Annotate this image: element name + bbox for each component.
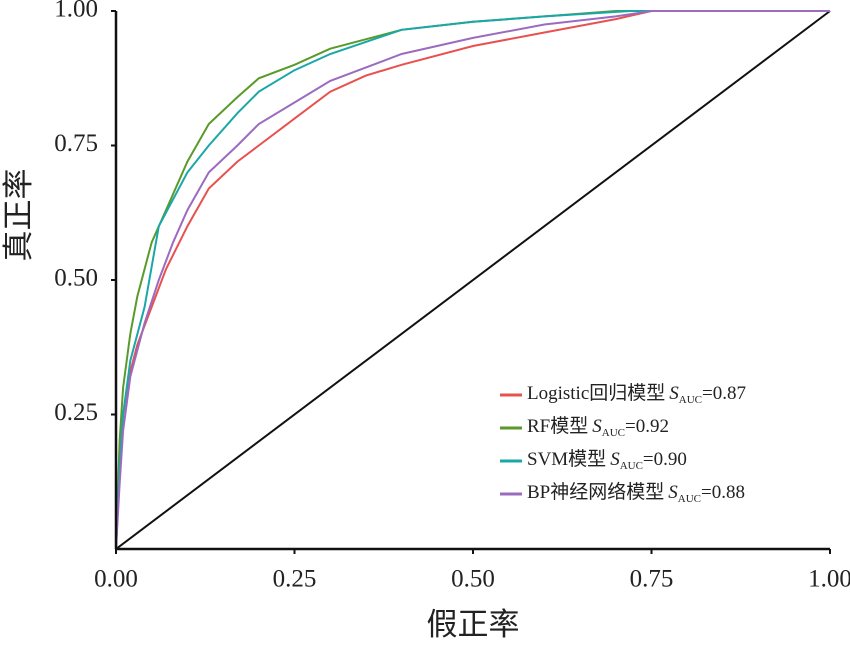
auc-symbol: S [669, 383, 679, 404]
y-tick-label: 0.50 [54, 265, 98, 292]
y-tick-label: 0.75 [54, 130, 98, 157]
y-tick-label: 1.00 [54, 0, 98, 23]
x-axis-label: 假正率 [427, 607, 520, 642]
legend-name: RF模型 [527, 415, 588, 437]
auc-value: =0.92 [625, 416, 669, 437]
auc-symbol: S [668, 482, 678, 503]
legend-name: BP神经网络模型 [527, 481, 664, 503]
legend-label: SVM模型 SAUC=0.90 [527, 448, 687, 471]
roc-curve [115, 10, 830, 550]
legend-name: Logistic回归模型 [527, 382, 665, 404]
x-tick-label: 0.00 [94, 566, 138, 593]
reference-diagonal [115, 10, 831, 550]
y-tick-label: 0.25 [54, 399, 98, 426]
y-axis-label: 真正率 [1, 169, 36, 262]
auc-subscript: AUC [679, 394, 702, 406]
legend-label: Logistic回归模型 SAUC=0.87 [527, 382, 746, 405]
auc-symbol: S [592, 416, 602, 437]
auc-subscript: AUC [602, 427, 625, 439]
x-tick-label: 0.50 [451, 566, 495, 593]
auc-symbol: S [610, 449, 620, 470]
auc-value: =0.88 [701, 482, 745, 503]
x-tick-label: 0.25 [273, 566, 317, 593]
x-tick-label: 0.75 [630, 566, 674, 593]
auc-value: =0.87 [702, 383, 746, 404]
legend-name: SVM模型 [527, 448, 606, 470]
auc-value: =0.90 [643, 449, 687, 470]
auc-subscript: AUC [620, 460, 643, 472]
legend-label: BP神经网络模型 SAUC=0.88 [527, 481, 745, 504]
auc-subscript: AUC [678, 493, 701, 505]
roc-curve [115, 10, 830, 550]
legend-label: RF模型 SAUC=0.92 [527, 415, 669, 438]
x-tick-label: 1.00 [808, 566, 850, 593]
roc-curve [115, 10, 830, 550]
